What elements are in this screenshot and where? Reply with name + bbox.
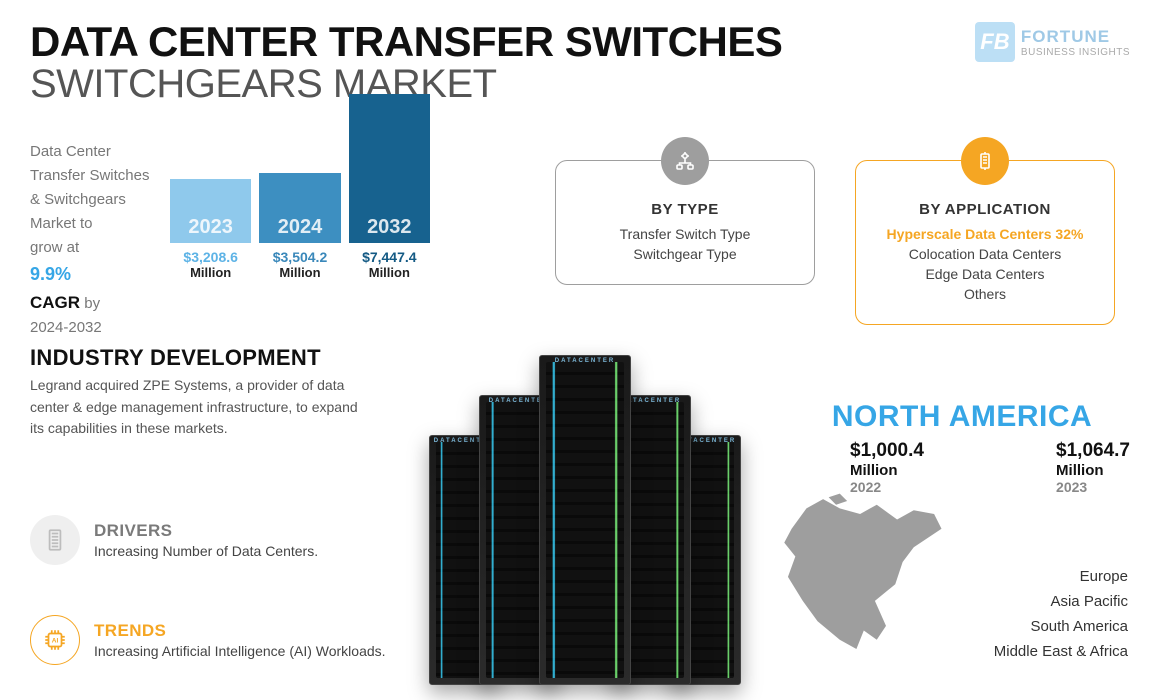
- market-bar-chart: 2023$3,208.6Million2024$3,504.2Million20…: [170, 130, 430, 330]
- region-value: $1,000.4Million2022: [850, 440, 924, 495]
- segment-item: Colocation Data Centers: [878, 246, 1092, 262]
- segment-item: Transfer Switch Type: [578, 226, 792, 242]
- trends-block: AI TRENDS Increasing Artificial Intellig…: [30, 615, 386, 665]
- segment-item: Switchgear Type: [578, 246, 792, 262]
- region-list-item: Europe: [994, 568, 1128, 585]
- drivers-text: Increasing Number of Data Centers.: [94, 543, 318, 559]
- chart-bar: 2023$3,208.6Million: [170, 179, 251, 280]
- page-title: DATA CENTER TRANSFER SWITCHES: [30, 18, 782, 66]
- trends-title: TRENDS: [94, 621, 386, 641]
- cagr-label: CAGR: [30, 293, 80, 312]
- chart-bar: 2032$7,447.4Million: [349, 94, 430, 280]
- segment-item: Others: [878, 286, 1092, 302]
- region-list-item: Asia Pacific: [994, 593, 1128, 610]
- segment-app-highlight: Hyperscale Data Centers 32%: [878, 226, 1092, 242]
- north-america-map-icon: [775, 490, 960, 660]
- svg-text:AI: AI: [52, 638, 59, 645]
- gear-flow-icon: [661, 137, 709, 185]
- region-title: NORTH AMERICA: [792, 400, 1132, 434]
- trends-text: Increasing Artificial Intelligence (AI) …: [94, 643, 386, 659]
- drivers-title: DRIVERS: [94, 521, 318, 541]
- brand-logo-line1: FORTUNE: [1021, 27, 1130, 47]
- growth-summary: Data Center Transfer Switches & Switchge…: [30, 140, 165, 340]
- brand-logo-mark: FB: [975, 22, 1015, 62]
- region-values: $1,000.4Million2022 $1,064.7Million2023: [850, 440, 1130, 495]
- segment-by-application: BY APPLICATION Hyperscale Data Centers 3…: [855, 160, 1115, 325]
- server-rack: DATACENTER: [539, 355, 631, 685]
- cagr-value: 9.9%: [30, 264, 71, 284]
- region-list-item: South America: [994, 618, 1128, 635]
- brand-logo-line2: BUSINESS INSIGHTS: [1021, 47, 1130, 58]
- chart-bar: 2024$3,504.2Million: [259, 173, 340, 280]
- brand-logo: FB FORTUNE BUSINESS INSIGHTS: [975, 22, 1130, 62]
- region-list-item: Middle East & Africa: [994, 643, 1128, 660]
- segment-type-title: BY TYPE: [578, 201, 792, 218]
- segment-app-title: BY APPLICATION: [878, 201, 1092, 218]
- server-stack-icon: [961, 137, 1009, 185]
- industry-development-text: Legrand acquired ZPE Systems, a provider…: [30, 375, 370, 440]
- industry-development-title: INDUSTRY DEVELOPMENT: [30, 345, 321, 371]
- region-value: $1,064.7Million2023: [1056, 440, 1130, 495]
- other-regions-list: Europe Asia Pacific South America Middle Ea…: [994, 560, 1128, 668]
- drivers-block: DRIVERS Increasing Number of Data Center…: [30, 515, 318, 565]
- segment-item: Edge Data Centers: [878, 266, 1092, 282]
- segment-by-type: BY TYPE Transfer Switch Type Switchgear T…: [555, 160, 815, 285]
- server-racks-image: DATACENTERDATACENTERDATACENTERDATACENTER…: [405, 355, 765, 685]
- server-icon: [30, 515, 80, 565]
- ai-chip-icon: AI: [30, 615, 80, 665]
